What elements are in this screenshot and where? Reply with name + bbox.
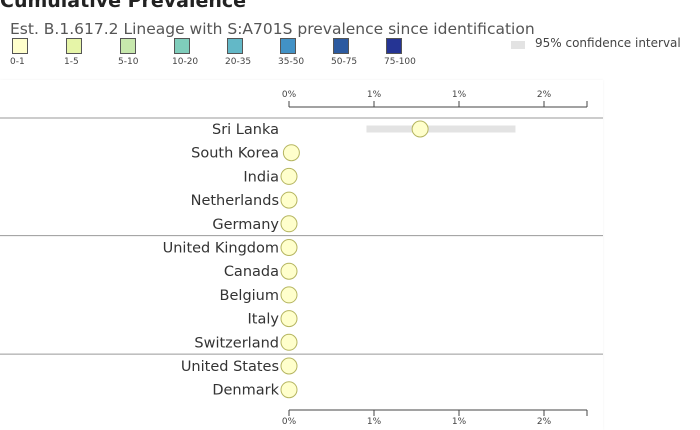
row-label: Canada	[224, 264, 279, 280]
row-label: Netherlands	[191, 193, 279, 209]
row-label: Sri Lanka	[212, 122, 279, 138]
legend-item: 75-100	[384, 38, 444, 67]
legend-item: 0-1	[10, 38, 70, 67]
data-point	[280, 381, 298, 399]
legend-item: 10-20	[172, 38, 232, 67]
legend-swatch	[386, 38, 402, 54]
row-label: India	[243, 169, 279, 185]
row-label: Germany	[212, 217, 279, 233]
legend-label: 5-10	[118, 57, 139, 67]
ci-legend-swatch	[511, 41, 525, 49]
top-axis-tick-label: 1%	[452, 90, 467, 100]
legend-item: 1-5	[64, 38, 124, 67]
legend-label: 35-50	[278, 57, 305, 67]
data-point	[280, 333, 298, 351]
legend-swatch	[66, 38, 82, 54]
legend-label: 10-20	[172, 57, 199, 67]
legend-item: 5-10	[118, 38, 178, 67]
chart-panel: 0% 1% 1% 2% 0% 1% 1% 2% Sri Lanka South Korea Indi…	[0, 80, 603, 430]
top-axis-tick-label: 0%	[282, 90, 297, 100]
data-point	[280, 191, 298, 209]
row-label: Denmark	[212, 383, 279, 399]
data-point	[280, 310, 298, 328]
ci-legend-label: 95% confidence interval	[535, 36, 681, 50]
bottom-axis-tick-label: 1%	[452, 417, 467, 427]
row-label: United States	[181, 359, 279, 375]
legend-item: 50-75	[331, 38, 391, 67]
legend-swatch	[120, 38, 136, 54]
bottom-axis-tick-label: 1%	[367, 417, 382, 427]
prevalence-chart: 0% 1% 1% 2% 0% 1% 1% 2% Sri Lanka South Korea Indi…	[0, 90, 603, 427]
row-label: Italy	[248, 312, 280, 328]
legend-swatch	[174, 38, 190, 54]
bottom-axis-tick-label: 2%	[537, 417, 552, 427]
data-point	[280, 357, 298, 375]
legend-swatch	[333, 38, 349, 54]
data-point	[280, 262, 298, 280]
legend-label: 0-1	[10, 57, 25, 67]
row-label: Belgium	[220, 288, 279, 304]
data-point	[411, 120, 429, 138]
data-point	[280, 215, 298, 233]
top-axis-tick-label: 1%	[367, 90, 382, 100]
legend-swatch	[12, 38, 28, 54]
legend-swatch	[280, 38, 296, 54]
page-title: Cumulative Prevalence	[0, 0, 247, 12]
data-point	[280, 239, 298, 256]
legend-label: 75-100	[384, 57, 416, 67]
legend-item: 35-50	[278, 38, 338, 67]
data-point	[280, 286, 298, 304]
row-label: Switzerland	[194, 335, 279, 351]
row-label: South Korea	[191, 146, 279, 162]
data-point	[280, 167, 298, 185]
legend-item: 20-35	[225, 38, 285, 67]
row-label: United Kingdom	[163, 241, 279, 257]
data-point	[282, 144, 300, 162]
legend-label: 50-75	[331, 57, 358, 67]
legend-swatch	[227, 38, 243, 54]
bottom-axis-tick-label: 0%	[282, 417, 297, 427]
chart-subtitle: Est. B.1.617.2 Lineage with S:A701S prev…	[10, 20, 535, 38]
legend-label: 20-35	[225, 57, 252, 67]
legend-label: 1-5	[64, 57, 79, 67]
top-axis-tick-label: 2%	[537, 90, 552, 100]
